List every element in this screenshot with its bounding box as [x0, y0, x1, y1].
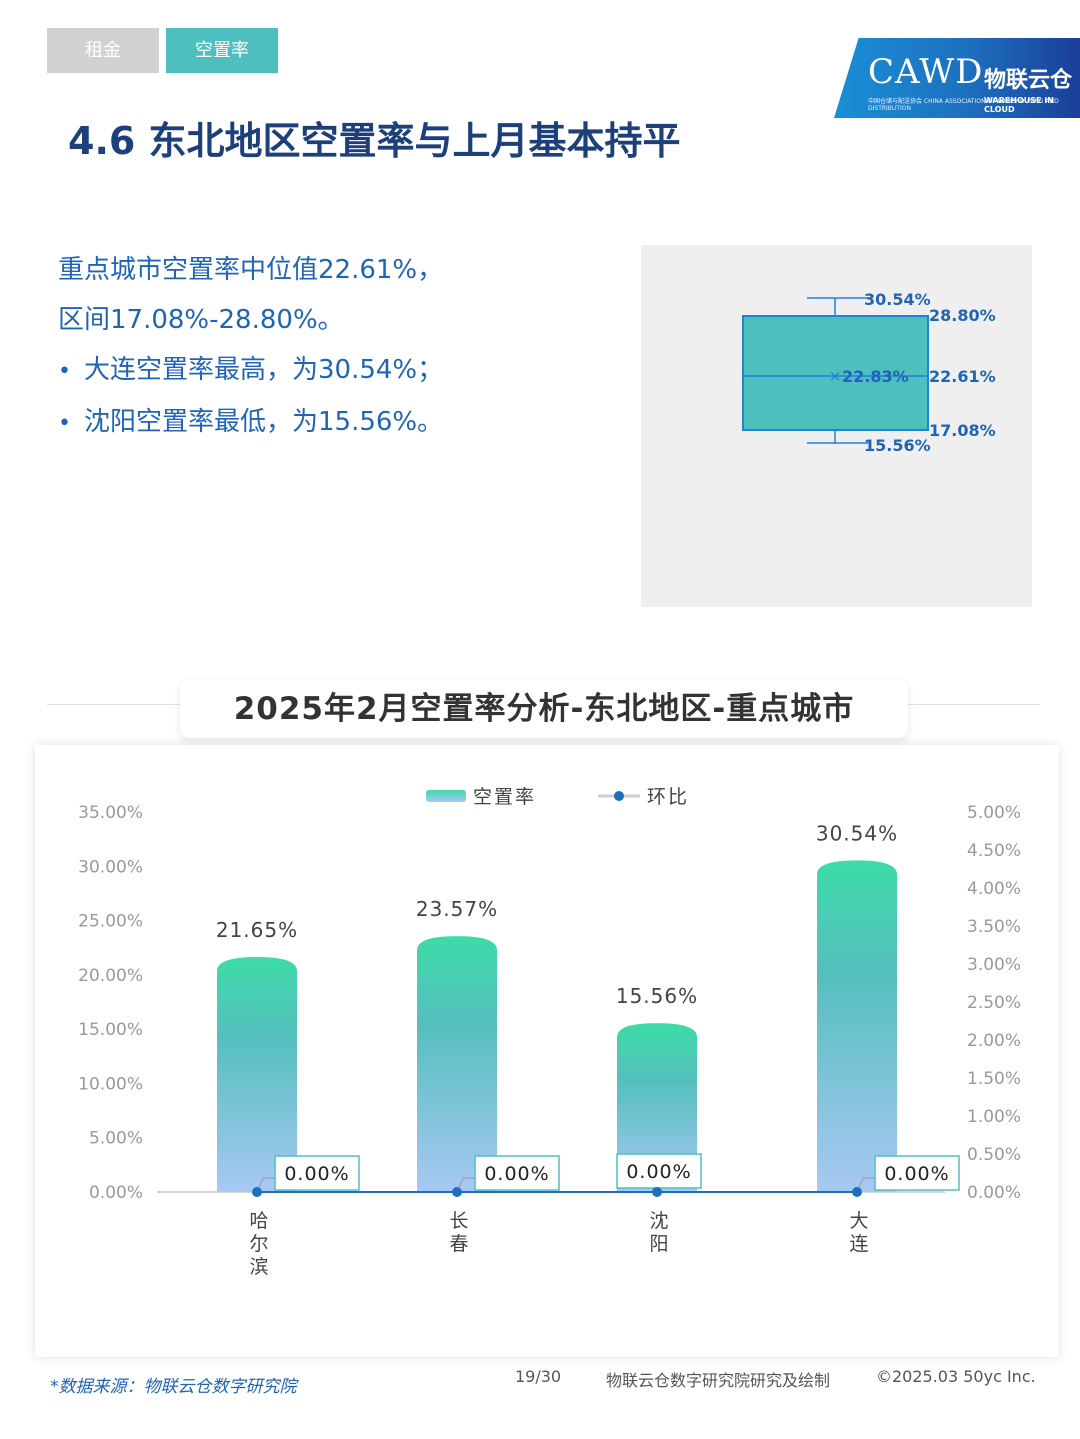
bar-value-label: 23.57% [416, 897, 498, 921]
boxplot-q3-label: 28.80% [929, 306, 996, 325]
y-right-tick-label: 3.50% [967, 917, 1021, 937]
y-right-tick-label: 0.50% [967, 1145, 1021, 1165]
x-category-label: 大 [849, 1210, 868, 1232]
boxplot-box [742, 315, 929, 431]
tab-vacancy[interactable]: 空置率 [166, 28, 278, 73]
boxplot-svg: × 30.54% 28.80% 22.83% 22.61% 17.08% 15.… [742, 290, 996, 455]
mom-value-label: 0.00% [284, 1163, 349, 1185]
x-category-label: 春 [449, 1233, 468, 1255]
chart-bars: 21.65% 23.57% 15.56% 30.54% [216, 821, 898, 1192]
bar-value-label: 15.56% [616, 984, 698, 1008]
vacancy-bar-chart: 空置率 环比 0.00% 5.00% 10.00% 15.00% 20.00% 25.00… [78, 786, 1021, 1278]
x-category-label: 沈 [649, 1210, 668, 1232]
legend-label-mom: 环比 [647, 786, 689, 808]
boxplot-mean-label: 22.83% [842, 367, 909, 386]
x-category-label: 尔 [249, 1233, 268, 1255]
boxplot-min-label: 15.56% [864, 436, 931, 455]
summary-text: 重点城市空置率中位值22.61%， 区间17.08%-28.80%。 大连空置率… [58, 245, 443, 449]
logo-cn-text: 物联云仓 [984, 68, 1073, 93]
x-category-label: 滨 [249, 1256, 268, 1278]
mom-value-label: 0.00% [884, 1163, 949, 1185]
mom-point [452, 1187, 462, 1197]
legend-swatch-vacancy [426, 790, 466, 802]
footer-source: *数据来源：物联云仓数字研究院 [50, 1377, 297, 1397]
y-left-tick-label: 25.00% [78, 912, 143, 932]
mom-label-box [474, 1155, 560, 1191]
x-category-label: 阳 [649, 1233, 668, 1255]
mom-label-box [616, 1153, 702, 1189]
bar-大连 [817, 860, 897, 1192]
y-right-tick-label: 1.00% [967, 1107, 1021, 1127]
boxplot-panel: × 30.54% 28.80% 22.83% 22.61% 17.08% 15.… [641, 245, 1032, 607]
summary-bullet-2: 沈阳空置率最低，为15.56%。 [58, 397, 443, 449]
x-category-label: 连 [849, 1233, 868, 1255]
mom-value-label: 0.00% [484, 1163, 549, 1185]
title-rule-right [908, 704, 1040, 705]
y-left-tick-label: 10.00% [78, 1074, 143, 1094]
y-right-tick-label: 4.50% [967, 841, 1021, 861]
x-category-label: 长 [449, 1210, 468, 1232]
y-left-tick-label: 20.00% [78, 966, 143, 986]
mom-label-leader [456, 1177, 475, 1193]
page-title: 4.6 东北地区空置率与上月基本持平 [68, 119, 681, 163]
y-right-tick-label: 2.50% [967, 993, 1021, 1013]
mom-label-box [274, 1155, 360, 1191]
y-right-tick-label: 3.00% [967, 955, 1021, 975]
chart-line-series: 0.00% 0.00% 0.00% 0.00% [252, 1153, 960, 1197]
summary-bullet-1: 大连空置率最高，为30.54%； [58, 345, 443, 397]
footer-page-number: 19/30 [515, 1367, 562, 1386]
logo-sub-text: 中国仓储与配送协会 CHINA ASSOCIATION OF WAREHOUSI… [868, 98, 1059, 112]
logo-main-text: CAWD [868, 52, 984, 92]
footer-copyright: ©2025.03 50yc Inc. [876, 1367, 1036, 1386]
bar-沈阳 [617, 1023, 697, 1192]
chart-legend: 空置率 环比 [426, 786, 689, 808]
y-left-tick-label: 30.00% [78, 857, 143, 877]
mom-label-leader [256, 1177, 275, 1193]
boxplot-max-label: 30.54% [864, 290, 931, 309]
y-left-tick-label: 0.00% [89, 1183, 143, 1203]
tab-rent[interactable]: 租金 [47, 28, 159, 73]
bar-哈尔滨 [217, 956, 297, 1192]
mom-point [252, 1187, 262, 1197]
y-left-tick-label: 15.00% [78, 1020, 143, 1040]
mom-label-box [874, 1155, 960, 1191]
y-right-tick-label: 0.00% [967, 1183, 1021, 1203]
logo-en-text: WAREHOUSE IN CLOUD [984, 96, 1054, 114]
mom-value-label: 0.00% [626, 1161, 691, 1183]
bar-value-label: 21.65% [216, 918, 298, 942]
cawd-logo: CAWD 中国仓储与配送协会 CHINA ASSOCIATION OF WARE… [834, 38, 1080, 118]
boxplot-median-label: 22.61% [929, 367, 996, 386]
mom-point [652, 1187, 662, 1197]
chart-card: 空置率 环比 0.00% 5.00% 10.00% 15.00% 20.00% 25.00… [35, 745, 1059, 1357]
legend-dot-mom [614, 791, 624, 801]
mom-label-leader [856, 1177, 875, 1193]
y-right-tick-label: 5.00% [967, 803, 1021, 823]
bar-长春 [417, 936, 497, 1192]
summary-line-1: 重点城市空置率中位值22.61%， [58, 255, 444, 285]
footer-credit: 物联云仓数字研究院研究及绘制 [606, 1371, 831, 1390]
y-left-tick-label: 5.00% [89, 1129, 143, 1149]
summary-line-2: 区间17.08%-28.80%。 [58, 305, 344, 335]
boxplot-mean-marker: × [829, 367, 842, 385]
mom-point [852, 1187, 862, 1197]
bar-value-label: 30.54% [816, 821, 898, 845]
title-rule-left [47, 704, 180, 705]
x-category-label: 哈 [249, 1210, 268, 1232]
y-right-tick-label: 4.00% [967, 879, 1021, 899]
boxplot-q1-label: 17.08% [929, 421, 996, 440]
y-right-tick-label: 2.00% [967, 1031, 1021, 1051]
y-left-tick-label: 35.00% [78, 803, 143, 823]
legend-label-vacancy: 空置率 [473, 786, 536, 808]
chart-title: 2025年2月空置率分析-东北地区-重点城市 [180, 680, 908, 738]
y-right-tick-label: 1.50% [967, 1069, 1021, 1089]
